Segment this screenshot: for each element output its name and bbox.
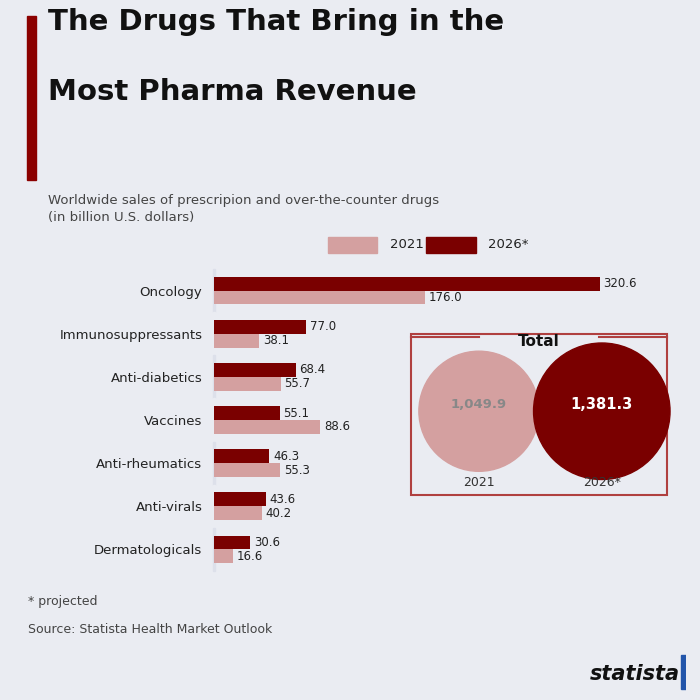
- Text: Most Pharma Revenue: Most Pharma Revenue: [48, 78, 416, 106]
- Bar: [214, 276, 600, 290]
- Bar: [214, 420, 320, 434]
- Bar: [214, 550, 234, 564]
- Text: 38.1: 38.1: [263, 334, 289, 347]
- Text: Worldwide sales of prescripion and over-the-counter drugs
(in billion U.S. dolla: Worldwide sales of prescripion and over-…: [48, 194, 439, 225]
- Bar: [682, 655, 686, 689]
- Bar: [214, 363, 296, 377]
- Bar: [213, 398, 215, 442]
- Text: Total: Total: [518, 335, 560, 349]
- Text: 88.6: 88.6: [324, 421, 350, 433]
- Bar: [214, 536, 251, 550]
- Bar: [214, 449, 270, 463]
- Bar: [214, 463, 280, 477]
- Text: 2026*: 2026*: [583, 476, 621, 489]
- Bar: [214, 406, 280, 420]
- Ellipse shape: [419, 351, 539, 471]
- Text: 2021: 2021: [390, 239, 424, 251]
- Text: 55.1: 55.1: [284, 407, 309, 419]
- Text: 16.6: 16.6: [237, 550, 263, 563]
- Bar: [214, 320, 306, 334]
- Ellipse shape: [533, 343, 670, 480]
- Text: 55.3: 55.3: [284, 463, 309, 477]
- Bar: [213, 356, 215, 398]
- Bar: [214, 290, 426, 304]
- Text: 2026*: 2026*: [488, 239, 528, 251]
- Bar: [214, 493, 266, 506]
- Text: 77.0: 77.0: [310, 321, 336, 333]
- Text: 176.0: 176.0: [429, 291, 463, 304]
- Bar: [27, 15, 36, 181]
- Bar: [213, 442, 215, 484]
- Bar: [328, 237, 377, 253]
- Bar: [213, 269, 215, 312]
- Text: The Drugs That Bring in the: The Drugs That Bring in the: [48, 8, 504, 36]
- Text: 40.2: 40.2: [265, 507, 292, 519]
- Text: 46.3: 46.3: [273, 449, 299, 463]
- Text: 30.6: 30.6: [254, 536, 280, 549]
- Text: 2021: 2021: [463, 476, 495, 489]
- Text: 320.6: 320.6: [603, 277, 637, 290]
- Text: Source: Statista Health Market Outlook: Source: Statista Health Market Outlook: [28, 623, 272, 636]
- Bar: [213, 312, 215, 356]
- Text: statista: statista: [590, 664, 680, 684]
- Text: * projected: * projected: [28, 595, 97, 608]
- Bar: [426, 237, 475, 253]
- FancyBboxPatch shape: [411, 335, 667, 495]
- Bar: [213, 528, 215, 571]
- Bar: [214, 334, 260, 347]
- Text: 55.7: 55.7: [284, 377, 310, 391]
- Text: 1,381.3: 1,381.3: [570, 397, 633, 412]
- Text: 68.4: 68.4: [300, 363, 326, 377]
- Bar: [213, 484, 215, 528]
- Bar: [214, 377, 281, 391]
- Text: 43.6: 43.6: [270, 493, 296, 506]
- Text: 1,049.9: 1,049.9: [451, 398, 507, 411]
- Bar: [214, 506, 262, 520]
